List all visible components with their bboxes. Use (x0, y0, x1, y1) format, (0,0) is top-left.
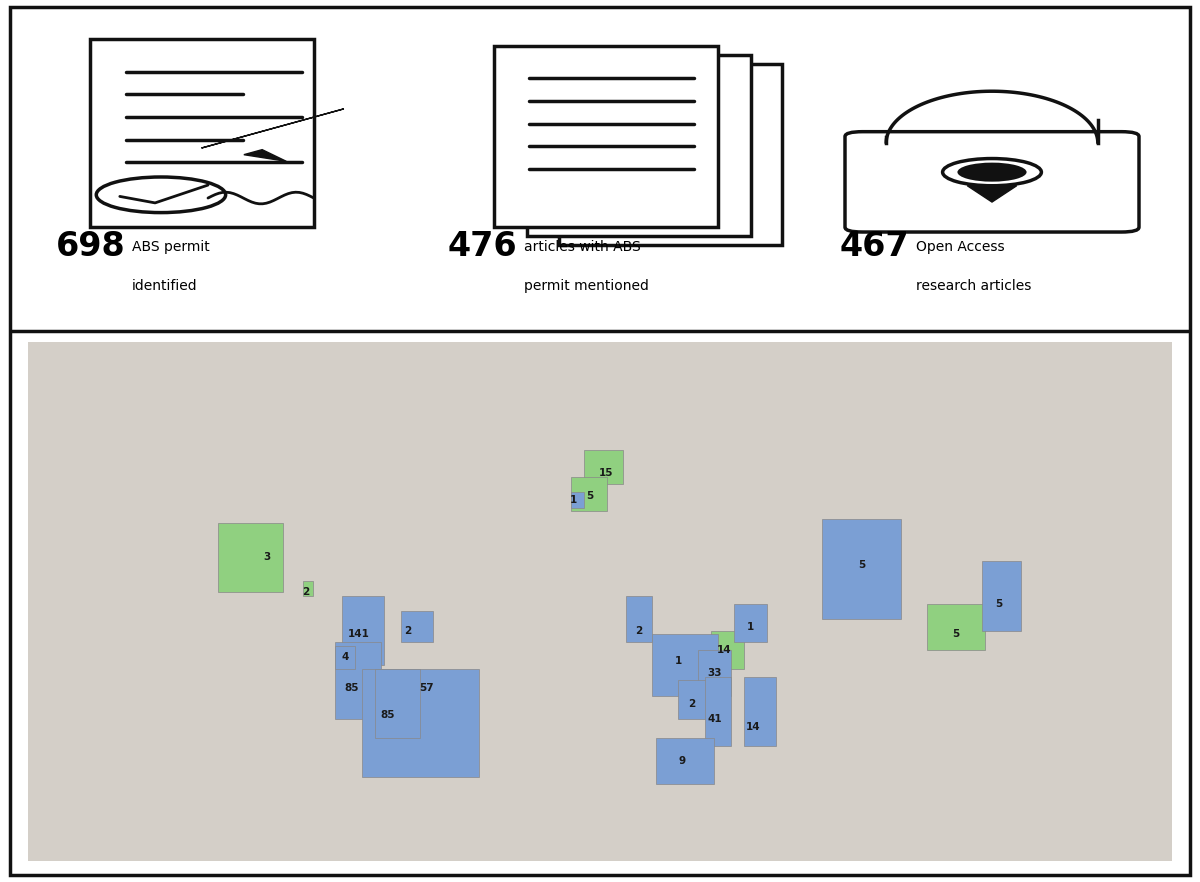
Bar (734, 603, 767, 642)
Bar (401, 611, 433, 642)
Bar (361, 669, 479, 776)
Text: 1: 1 (746, 622, 754, 632)
Text: 476: 476 (448, 230, 517, 263)
Bar (336, 642, 382, 719)
Text: 5: 5 (858, 560, 865, 570)
FancyBboxPatch shape (559, 64, 782, 245)
Bar (571, 477, 606, 512)
Text: 15: 15 (599, 468, 613, 478)
Bar (698, 650, 731, 696)
Bar (626, 596, 653, 642)
Text: 5: 5 (587, 491, 594, 501)
Text: 467: 467 (840, 230, 910, 263)
Text: Open Access: Open Access (916, 240, 1004, 254)
Text: identified: identified (132, 279, 197, 293)
Bar (983, 561, 1021, 631)
FancyBboxPatch shape (845, 131, 1139, 232)
Text: 2: 2 (302, 587, 310, 597)
Text: 9: 9 (678, 756, 685, 766)
FancyBboxPatch shape (494, 46, 718, 228)
Circle shape (943, 159, 1042, 186)
Bar (583, 450, 623, 484)
Text: research articles: research articles (916, 279, 1031, 293)
Bar (744, 676, 776, 746)
Polygon shape (202, 108, 344, 148)
FancyBboxPatch shape (29, 342, 1171, 861)
Bar (653, 634, 718, 696)
Text: 57: 57 (420, 684, 434, 693)
Bar (302, 580, 312, 596)
Circle shape (96, 177, 226, 213)
Text: 4: 4 (342, 653, 349, 662)
Text: 2: 2 (688, 699, 695, 708)
Text: 1: 1 (674, 656, 682, 666)
Bar (712, 631, 744, 669)
Bar (704, 676, 731, 746)
FancyBboxPatch shape (527, 55, 750, 236)
Bar (336, 646, 355, 669)
Text: 14: 14 (716, 645, 732, 654)
Text: 14: 14 (746, 721, 761, 731)
Text: 2: 2 (403, 625, 410, 636)
Bar (822, 519, 900, 619)
Bar (218, 523, 283, 592)
Circle shape (958, 162, 1026, 182)
Text: 85: 85 (344, 684, 359, 693)
Text: 5: 5 (953, 630, 960, 639)
Text: 85: 85 (380, 710, 395, 720)
Polygon shape (967, 186, 1016, 202)
Text: 3: 3 (263, 552, 270, 563)
Polygon shape (244, 150, 287, 161)
Text: 2: 2 (636, 625, 643, 636)
Bar (678, 681, 718, 719)
Bar (571, 492, 583, 507)
Text: 141: 141 (347, 630, 370, 639)
Bar (655, 738, 714, 784)
Text: 698: 698 (56, 230, 126, 263)
FancyBboxPatch shape (90, 40, 314, 228)
Bar (342, 596, 384, 665)
Text: 1: 1 (570, 495, 577, 505)
Text: 41: 41 (707, 714, 721, 724)
Bar (374, 669, 420, 738)
Text: ABS permit: ABS permit (132, 240, 209, 254)
Text: permit mentioned: permit mentioned (523, 279, 648, 293)
Bar (926, 603, 985, 650)
Text: articles with ABS: articles with ABS (523, 240, 641, 254)
Text: 5: 5 (995, 599, 1002, 609)
Text: 33: 33 (707, 668, 721, 677)
